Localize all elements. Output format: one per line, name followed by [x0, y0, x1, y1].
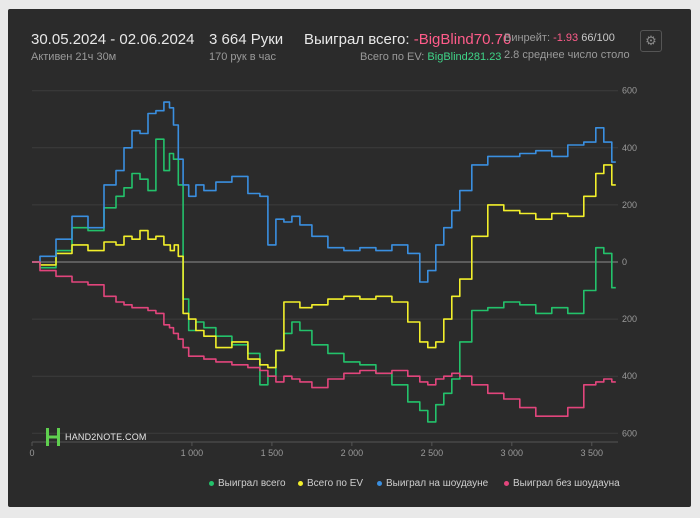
x-tick-label: 3 500: [581, 448, 604, 458]
legend-item-showdown[interactable]: Выиграл на шоудауне: [377, 478, 488, 489]
x-tick-label: 3 000: [501, 448, 524, 458]
series-line-2: [32, 101, 616, 283]
ev-total-label: Всего по EV:: [360, 51, 425, 63]
legend-label: Выиграл без шоудауна: [513, 478, 620, 489]
legend-dot: [504, 480, 509, 486]
legend-dot: [298, 480, 303, 486]
y-tick-label: 400: [622, 371, 637, 381]
y-tick-label: 200: [622, 314, 637, 324]
series-line-3: [32, 261, 616, 417]
legend-dot: [377, 480, 382, 486]
legend-item-ev[interactable]: Всего по EV: [298, 478, 363, 489]
logo-text: HAND2NOTE.COM: [65, 432, 147, 442]
date-range: 30.05.2024 - 02.06.2024: [31, 31, 195, 48]
legend-item-non-showdown[interactable]: Выиграл без шоудауна: [504, 478, 620, 489]
legend-item-won-total[interactable]: Выиграл всего: [209, 478, 286, 489]
winrate-value: -1.93: [553, 32, 579, 44]
y-tick-label: 200: [622, 200, 637, 210]
y-tick-label: 400: [622, 143, 637, 153]
x-tick-label: 1 500: [261, 448, 284, 458]
hands-count: 3 664 Руки: [209, 31, 284, 48]
ev-total: Всего по EV: BigBlind281.23: [360, 51, 501, 63]
winrate-label: Винрейт:: [504, 32, 551, 44]
ev-total-value: BigBlind281.23: [427, 51, 502, 63]
active-time: Активен 21ч 30м: [31, 51, 117, 63]
logo-icon: [46, 428, 60, 446]
winrate-suffix: 66/100: [581, 32, 615, 44]
won-total-value: -BigBlind70.70: [413, 31, 512, 48]
legend-label: Всего по EV: [307, 478, 364, 489]
x-tick-label: 1 000: [181, 448, 204, 458]
won-total-label: Выиграл всего:: [304, 31, 410, 48]
avg-tables: 2.8 среднее число столо: [504, 49, 630, 61]
x-tick-label: 2 000: [341, 448, 364, 458]
won-total: Выиграл всего: -BigBlind70.70: [304, 31, 511, 48]
y-tick-label: 600: [622, 428, 637, 438]
x-tick-label: 2 500: [421, 448, 444, 458]
x-tick-label: 0: [29, 448, 34, 458]
hand2note-logo: HAND2NOTE.COM: [46, 427, 147, 447]
gear-icon[interactable]: ⚙: [640, 30, 662, 52]
y-tick-label: 0: [622, 257, 627, 267]
hands-per-hour: 170 рук в час: [209, 51, 277, 63]
series-line-1: [32, 164, 616, 369]
winrate: Винрейт: -1.93 66/100: [504, 32, 615, 44]
legend-label: Выиграл всего: [218, 478, 286, 489]
series-line-0: [32, 138, 616, 423]
line-chart: 600 400 200 0 200 400 600 0 1 000 1 500 2 000 2 500…: [29, 86, 637, 458]
y-tick-label: 600: [622, 86, 637, 96]
chart-panel: 30.05.2024 - 02.06.2024 Активен 21ч 30м …: [8, 9, 691, 507]
legend-label: Выиграл на шоудауне: [386, 478, 489, 489]
legend-dot: [209, 480, 214, 486]
